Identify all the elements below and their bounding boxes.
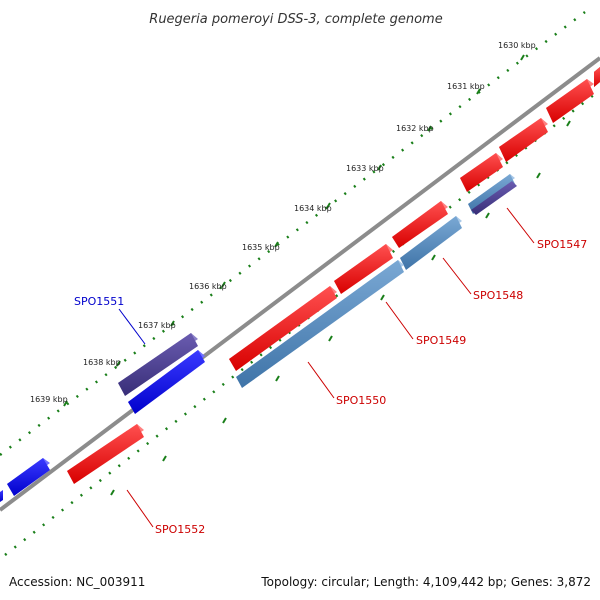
tick-label: 1635 kbp [242,243,280,252]
outer-tick-track [0,11,586,456]
tick-label: 1639 kbp [30,395,68,404]
tick-1638: 1638 kbp [83,358,121,367]
leader-lines [118,207,535,528]
gene-label-spo1551[interactable]: SPO1551 [74,295,124,308]
gene-spo1547[interactable] [468,174,517,215]
tick-label: 1632 kbp [396,124,434,133]
gene-forward-1635[interactable] [334,244,393,294]
tick-1636: 1636 kbp [189,281,227,291]
gene-reverse-blue-1638[interactable] [128,350,205,414]
genome-backbone [0,56,600,512]
gene-spo1550[interactable] [236,260,404,388]
gene-spo1551[interactable] [118,333,198,396]
gene-label-spo1549[interactable]: SPO1549 [416,334,466,347]
tick-1634: 1634 kbp [294,202,332,213]
tick-label: 1633 kbp [346,164,384,173]
tick-1639: 1639 kbp [30,395,68,407]
gene-label-spo1552[interactable]: SPO1552 [155,523,205,536]
tick-label: 1638 kbp [83,358,121,367]
gene-forward-1636[interactable] [229,286,337,371]
gene-reverse-blue-edge[interactable] [0,490,3,502]
tick-label: 1631 kbp [447,82,485,91]
tick-1632: 1632 kbp [396,124,434,133]
gene-forward-1631[interactable] [546,79,594,123]
tick-1631: 1631 kbp [447,82,485,95]
tick-1633: 1633 kbp [346,164,384,173]
tick-label: 1634 kbp [294,204,332,213]
gene-spo1548[interactable] [400,216,462,270]
accession-text: Accession: NC_003911 [9,575,145,589]
tick-1630: 1630 kbp [498,41,536,61]
gene-forward-1634[interactable] [392,201,448,248]
gene-label-spo1548[interactable]: SPO1548 [473,289,523,302]
tick-label: 1637 kbp [138,321,176,330]
gene-reverse-blue-1640[interactable] [7,458,50,496]
gene-label-spo1547[interactable]: SPO1547 [537,238,587,251]
tick-label: 1630 kbp [498,41,536,50]
tick-label: 1636 kbp [189,282,227,291]
gene-label-spo1550[interactable]: SPO1550 [336,394,386,407]
gene-forward-1632b[interactable] [460,153,503,192]
gene-forward-1630[interactable] [594,67,600,87]
inner-ticks [110,120,571,496]
gene-forward-1632a[interactable] [499,118,548,162]
tick-1635: 1635 kbp [242,241,280,252]
tick-1637: 1637 kbp [138,320,176,330]
gene-spo1552[interactable] [67,424,144,484]
genome-summary-text: Topology: circular; Length: 4,109,442 bp… [260,575,591,589]
map-title: Ruegeria pomeroyi DSS-3, complete genome [149,12,442,27]
